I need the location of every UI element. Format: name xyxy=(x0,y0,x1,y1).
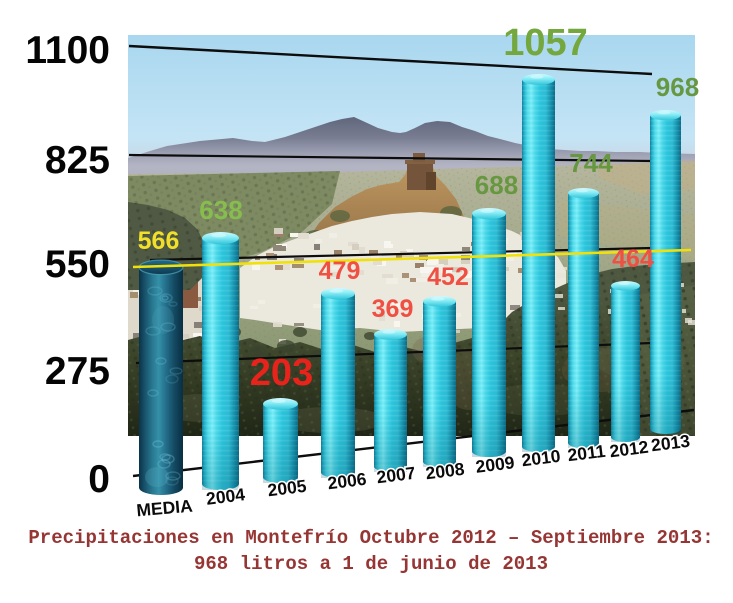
svg-text:566: 566 xyxy=(138,227,180,255)
svg-text:1100: 1100 xyxy=(25,29,110,72)
svg-text:2009: 2009 xyxy=(474,452,515,477)
svg-text:2008: 2008 xyxy=(424,459,465,484)
svg-text:550: 550 xyxy=(45,243,110,286)
svg-text:1057: 1057 xyxy=(503,22,588,64)
svg-text:825: 825 xyxy=(45,139,110,182)
svg-text:968: 968 xyxy=(656,72,699,102)
svg-text:MEDIA: MEDIA xyxy=(136,496,194,521)
svg-text:369: 369 xyxy=(372,295,414,323)
svg-text:2013: 2013 xyxy=(650,431,691,456)
svg-text:203: 203 xyxy=(250,352,313,394)
svg-text:968 litros a 1 de junio de 201: 968 litros a 1 de junio de 2013 xyxy=(194,553,548,575)
svg-text:2005: 2005 xyxy=(266,476,307,501)
svg-text:2012: 2012 xyxy=(608,437,649,462)
svg-text:638: 638 xyxy=(199,195,242,225)
svg-text:2007: 2007 xyxy=(375,463,416,488)
svg-text:479: 479 xyxy=(319,257,361,285)
svg-text:2011: 2011 xyxy=(566,441,606,466)
svg-text:744: 744 xyxy=(569,148,613,178)
svg-text:0: 0 xyxy=(88,458,110,501)
svg-text:2004: 2004 xyxy=(205,484,246,509)
svg-text:688: 688 xyxy=(475,170,518,200)
svg-text:Precipitaciones en Montefrío O: Precipitaciones en Montefrío Octubre 201… xyxy=(28,527,713,549)
svg-text:2010: 2010 xyxy=(520,446,561,471)
svg-text:275: 275 xyxy=(45,350,110,393)
svg-text:2006: 2006 xyxy=(326,469,367,494)
svg-text:464: 464 xyxy=(612,245,654,273)
svg-text:452: 452 xyxy=(427,263,469,291)
